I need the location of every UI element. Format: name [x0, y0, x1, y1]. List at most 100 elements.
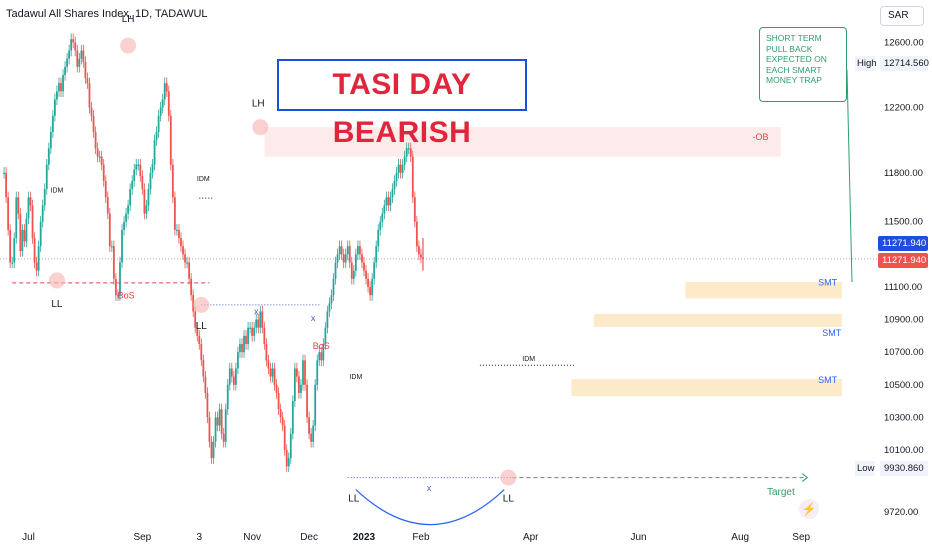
candle	[110, 246, 113, 248]
candle	[11, 262, 14, 264]
candle	[257, 319, 260, 328]
candle	[342, 254, 345, 263]
candle	[348, 246, 351, 263]
candle	[19, 213, 22, 252]
candle	[182, 246, 184, 255]
candle	[403, 156, 406, 165]
candle	[62, 75, 64, 92]
candle	[273, 368, 276, 385]
swing-circle-2	[48, 272, 65, 289]
smt-zone-1	[685, 282, 842, 299]
price-tick: 11800.00	[884, 168, 923, 179]
candle	[17, 197, 20, 214]
candle	[151, 164, 154, 173]
candle	[133, 169, 136, 181]
price-tick: 11500.00	[884, 217, 923, 228]
candle	[100, 156, 103, 165]
candles-layer	[3, 33, 424, 473]
candle	[178, 229, 180, 239]
price-tick: 10100.00	[884, 445, 924, 456]
candle	[346, 246, 349, 255]
candle	[271, 368, 274, 377]
candle	[186, 262, 188, 264]
swing-circle-3	[193, 296, 210, 313]
time-tick: Feb	[412, 532, 430, 543]
candle	[326, 311, 329, 328]
time-tick: Apr	[523, 532, 539, 543]
candle	[171, 164, 174, 198]
candle	[153, 140, 156, 165]
time-tick: Dec	[300, 532, 318, 543]
candle	[108, 213, 111, 247]
candle	[58, 83, 60, 92]
annotation-idm: IDM	[51, 187, 64, 194]
candle	[230, 368, 233, 377]
candle	[281, 417, 284, 426]
candle	[13, 238, 16, 263]
swing-label-ll: LL	[503, 494, 515, 505]
candle	[3, 172, 5, 175]
candle	[283, 425, 286, 450]
candle	[220, 409, 223, 434]
time-tick: 2023	[353, 532, 376, 543]
candle	[232, 376, 235, 385]
annotation-x: x	[427, 483, 432, 493]
candle	[135, 164, 138, 170]
candle	[328, 303, 331, 312]
annotation-target: Target	[767, 487, 795, 498]
high-value: 12714.560	[880, 56, 929, 71]
candle	[267, 360, 270, 369]
price-tick: 12600.00	[884, 37, 924, 48]
candle	[265, 344, 268, 361]
candle	[249, 327, 252, 329]
candle	[247, 327, 249, 345]
candle	[367, 278, 369, 287]
candle	[35, 262, 38, 271]
candle	[314, 384, 317, 426]
candle	[56, 91, 58, 100]
target-arrow-icon	[801, 473, 809, 482]
currency-selector[interactable]: SAR	[880, 6, 924, 26]
candle	[243, 335, 245, 353]
candle	[393, 180, 396, 190]
candle	[363, 262, 365, 271]
annotation-smt: SMT	[822, 328, 842, 338]
candle	[365, 270, 367, 279]
candle	[216, 417, 219, 426]
candle	[259, 311, 262, 328]
time-tick: 3	[197, 532, 203, 543]
candle	[196, 327, 199, 336]
candle	[387, 197, 390, 206]
candle	[84, 61, 87, 79]
candle	[287, 458, 290, 467]
candle	[354, 254, 357, 271]
candle	[68, 50, 71, 59]
candle	[80, 50, 83, 59]
candle	[383, 205, 386, 214]
candle	[90, 107, 93, 116]
candle	[241, 344, 243, 353]
candle	[45, 164, 48, 190]
candle	[375, 246, 378, 263]
swing-arc	[355, 489, 505, 526]
candle	[332, 278, 335, 296]
low-label: Low	[855, 461, 875, 476]
candle	[119, 262, 121, 296]
swing-label-ll: LL	[348, 494, 360, 505]
candle	[409, 148, 412, 157]
candle	[202, 360, 205, 377]
annotation-bos: BoS	[313, 341, 330, 351]
candle	[320, 352, 323, 361]
last-price-tag: 11271.940	[878, 236, 928, 251]
lightning-icon[interactable]: ⚡	[799, 499, 819, 519]
candle	[173, 197, 176, 230]
levels-layer	[0, 197, 878, 526]
candle	[210, 441, 213, 459]
candle	[43, 189, 46, 206]
high-label: High	[855, 56, 877, 71]
candle	[165, 83, 168, 92]
candle	[115, 278, 117, 296]
candle	[86, 78, 89, 84]
price-tick: 10900.00	[884, 315, 924, 326]
